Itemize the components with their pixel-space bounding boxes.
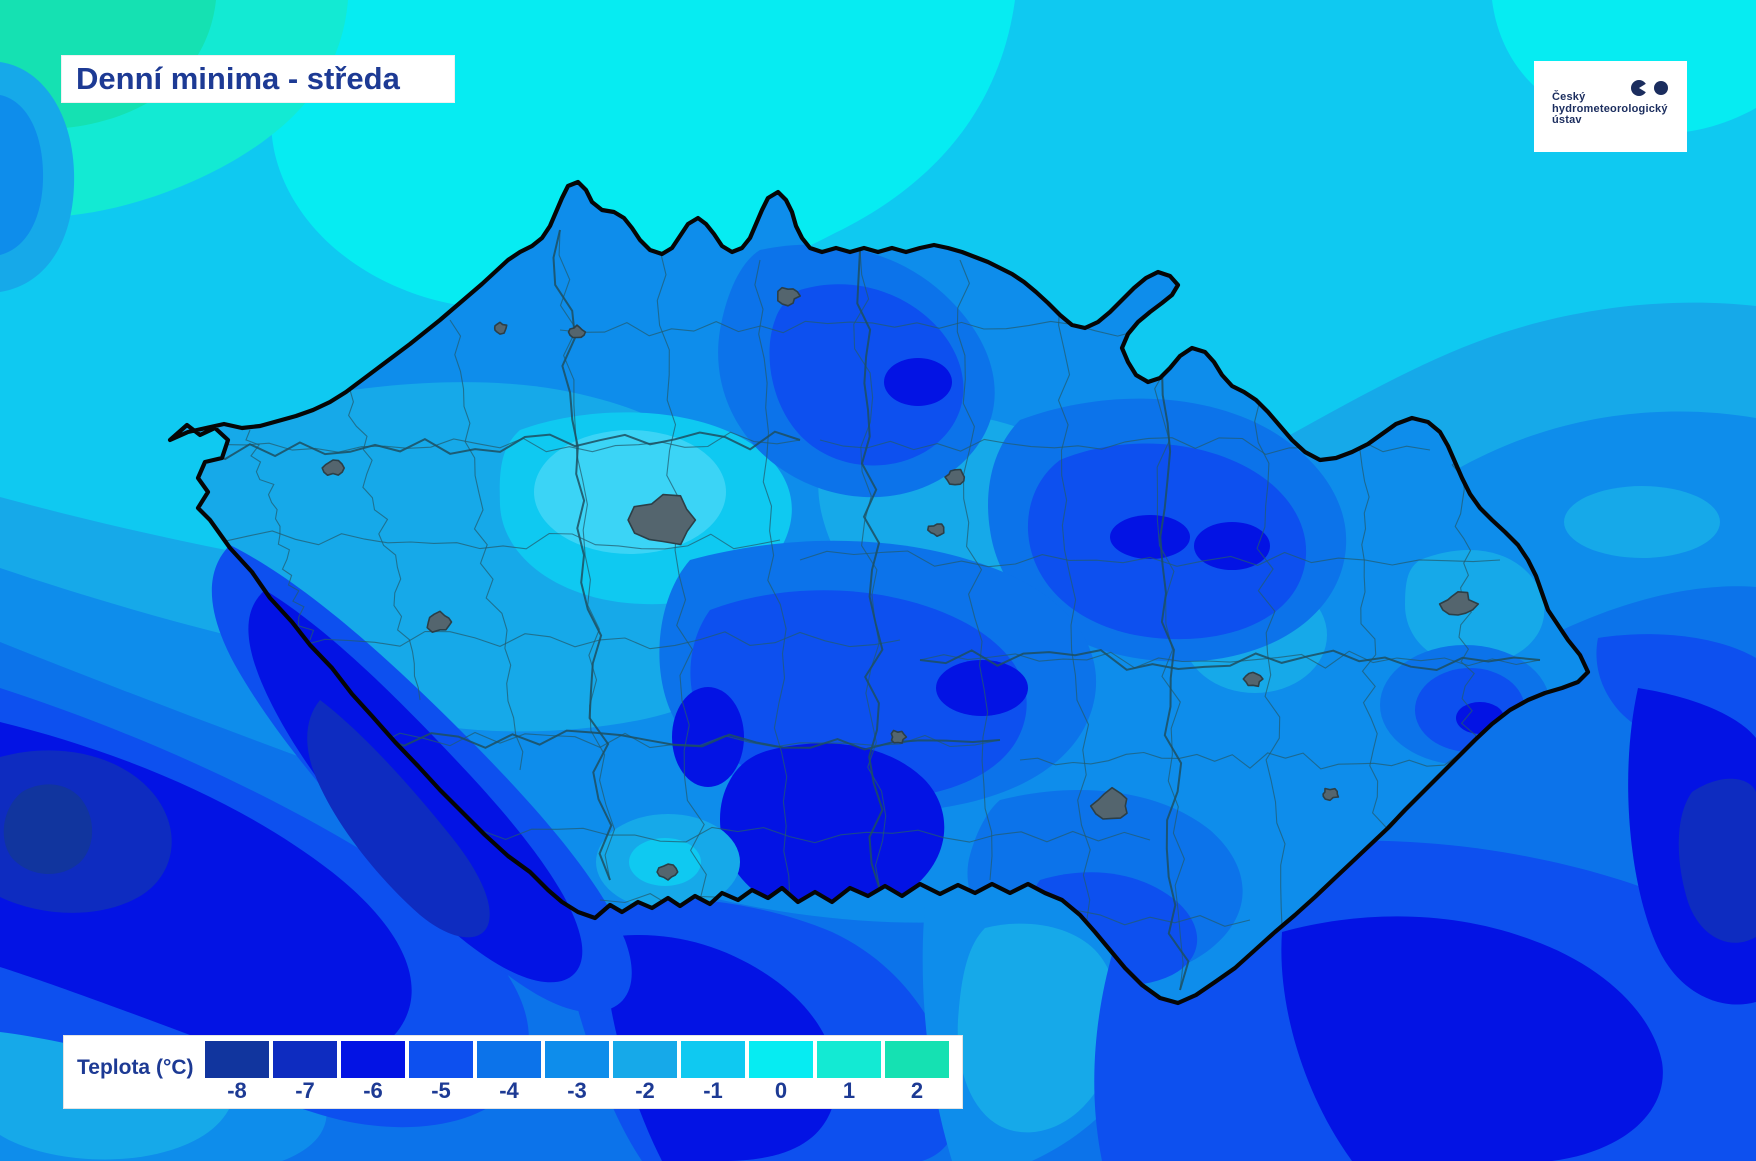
legend-tick-label: -6	[363, 1078, 383, 1103]
legend-item: -4	[477, 1041, 541, 1104]
legend-item: 0	[749, 1041, 813, 1104]
city-olomouc	[1242, 671, 1264, 688]
city-pardubice	[927, 523, 945, 537]
legend-swatch	[477, 1041, 541, 1078]
region-boundary	[919, 649, 1541, 672]
country-border	[167, 179, 1591, 1006]
legend-swatch	[341, 1041, 405, 1078]
legend-label: Teplota (°C)	[77, 1056, 194, 1079]
legend-item: -3	[545, 1041, 609, 1104]
region-boundary	[349, 729, 1001, 751]
city-praha	[627, 493, 697, 546]
legend-tick-label: 1	[842, 1078, 856, 1103]
legend-tick-label: -7	[295, 1078, 315, 1103]
legend-tick-label: -5	[431, 1078, 451, 1103]
legend-swatch	[545, 1041, 609, 1078]
city-jihlava	[890, 729, 908, 744]
sumava-cold-band	[211, 545, 632, 1013]
legend-tick-label: 0	[774, 1078, 788, 1103]
legend-item: -1	[681, 1041, 745, 1104]
city-plzen	[426, 610, 453, 633]
chmi-logo-line3: ústav	[1552, 114, 1582, 126]
legend-swatch	[613, 1041, 677, 1078]
legend-item: -6	[341, 1041, 405, 1104]
chmi-logo-text: Český hydrometeorologický ústav	[1552, 91, 1668, 127]
legend-tick-label: 2	[910, 1078, 924, 1103]
city-hradec-kralove	[944, 468, 966, 486]
legend-item: 2	[885, 1041, 949, 1104]
legend-tick-label: -1	[703, 1078, 723, 1103]
region-boundary	[199, 430, 801, 461]
chmi-logo-icon	[1631, 80, 1668, 96]
chmi-logo-box: Český hydrometeorologický ústav	[1534, 61, 1687, 152]
city-ceske-budejovice	[656, 863, 679, 881]
legend-item: -5	[409, 1041, 473, 1104]
temperature-legend: Teplota (°C) -8 -7 -6 -5 -4 -3 -2 -1 0 1 2	[64, 1036, 962, 1108]
map-title-box: Denní minima - středa	[62, 56, 454, 102]
legend-tick-label: -4	[499, 1078, 519, 1103]
legend-item: -7	[273, 1041, 337, 1104]
city-usti-nad-labem	[567, 324, 587, 339]
map-title: Denní minima - středa	[76, 61, 400, 96]
legend-swatch	[885, 1041, 949, 1078]
legend-swatch	[409, 1041, 473, 1078]
legend-swatch	[273, 1041, 337, 1078]
city-zlin	[1322, 787, 1340, 802]
legend-tick-label: -8	[227, 1078, 247, 1103]
city-ostrava	[1438, 591, 1480, 616]
legend-item: 1	[817, 1041, 881, 1104]
chmi-logo-line1: Český	[1552, 91, 1586, 103]
legend-tick-label: -3	[567, 1078, 587, 1103]
legend-swatch	[205, 1041, 269, 1078]
city-karlovy-vary	[321, 459, 345, 476]
city-areas	[321, 286, 1480, 881]
legend-swatch	[749, 1041, 813, 1078]
region-boundary	[856, 249, 884, 891]
legend-item: -8	[205, 1041, 269, 1104]
legend-swatch	[681, 1041, 745, 1078]
city-liberec	[777, 286, 801, 307]
legend-item: -2	[613, 1041, 677, 1104]
legend-tick-label: -2	[635, 1078, 655, 1103]
region-boundary	[1159, 309, 1190, 991]
legend-swatch	[817, 1041, 881, 1078]
city-brno	[1089, 786, 1128, 820]
city-most	[493, 321, 508, 335]
legend-cells: -8 -7 -6 -5 -4 -3 -2 -1 0 1 2	[205, 1041, 949, 1104]
chmi-logo-line2: hydrometeorologický	[1552, 102, 1668, 115]
